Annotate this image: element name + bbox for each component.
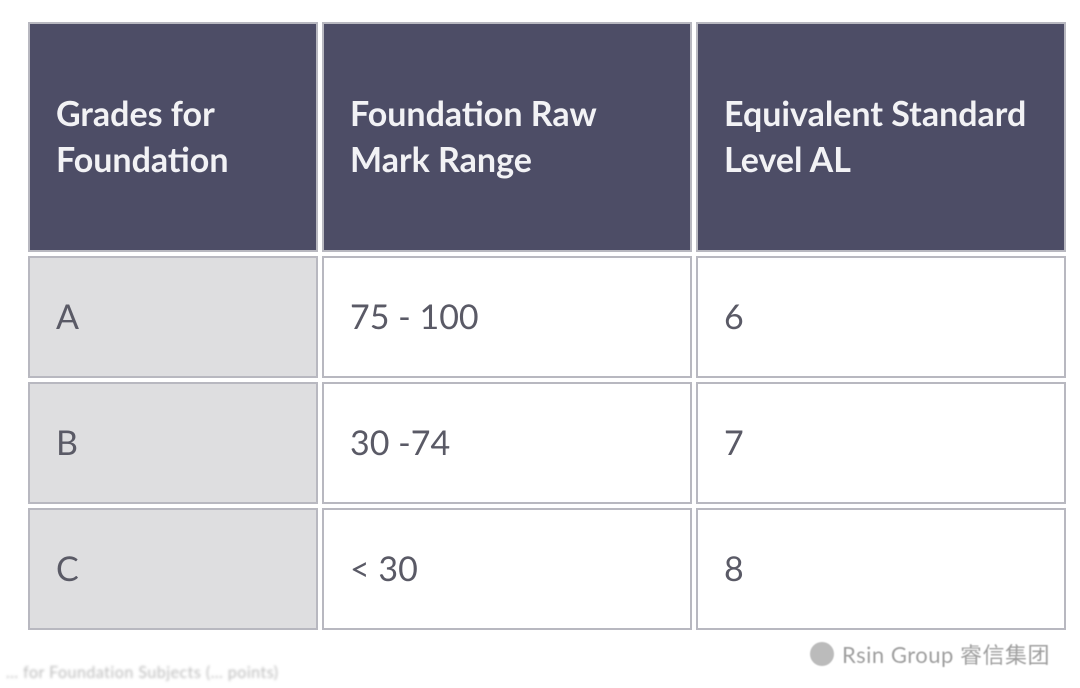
wechat-icon [810, 642, 834, 666]
table-row: A 75 - 100 6 [28, 256, 1066, 378]
table-row: B 30 -74 7 [28, 382, 1066, 504]
table-row: C < 30 8 [28, 508, 1066, 630]
table-header-row: Grades for Foundation Foundation Raw Mar… [28, 22, 1066, 252]
footnote-blurred: … for Foundation Subjects (… points) [6, 663, 279, 682]
header-cell-rawmark: Foundation Raw Mark Range [322, 22, 692, 252]
cell-al: 6 [696, 256, 1066, 378]
watermark-text: Rsin Group 睿信集团 [842, 638, 1050, 670]
watermark: Rsin Group 睿信集团 [810, 638, 1050, 670]
cell-al: 7 [696, 382, 1066, 504]
foundation-grades-table: Grades for Foundation Foundation Raw Mar… [24, 18, 1070, 634]
cell-grade: B [28, 382, 318, 504]
table-body: A 75 - 100 6 B 30 -74 7 C < 30 8 [28, 256, 1066, 630]
cell-range: < 30 [322, 508, 692, 630]
page-stage: Grades for Foundation Foundation Raw Mar… [0, 0, 1080, 688]
cell-al: 8 [696, 508, 1066, 630]
cell-grade: A [28, 256, 318, 378]
cell-range: 75 - 100 [322, 256, 692, 378]
table-header: Grades for Foundation Foundation Raw Mar… [28, 22, 1066, 252]
cell-grade: C [28, 508, 318, 630]
header-cell-grades: Grades for Foundation [28, 22, 318, 252]
cell-range: 30 -74 [322, 382, 692, 504]
header-cell-equiv-al: Equivalent Standard Level AL [696, 22, 1066, 252]
